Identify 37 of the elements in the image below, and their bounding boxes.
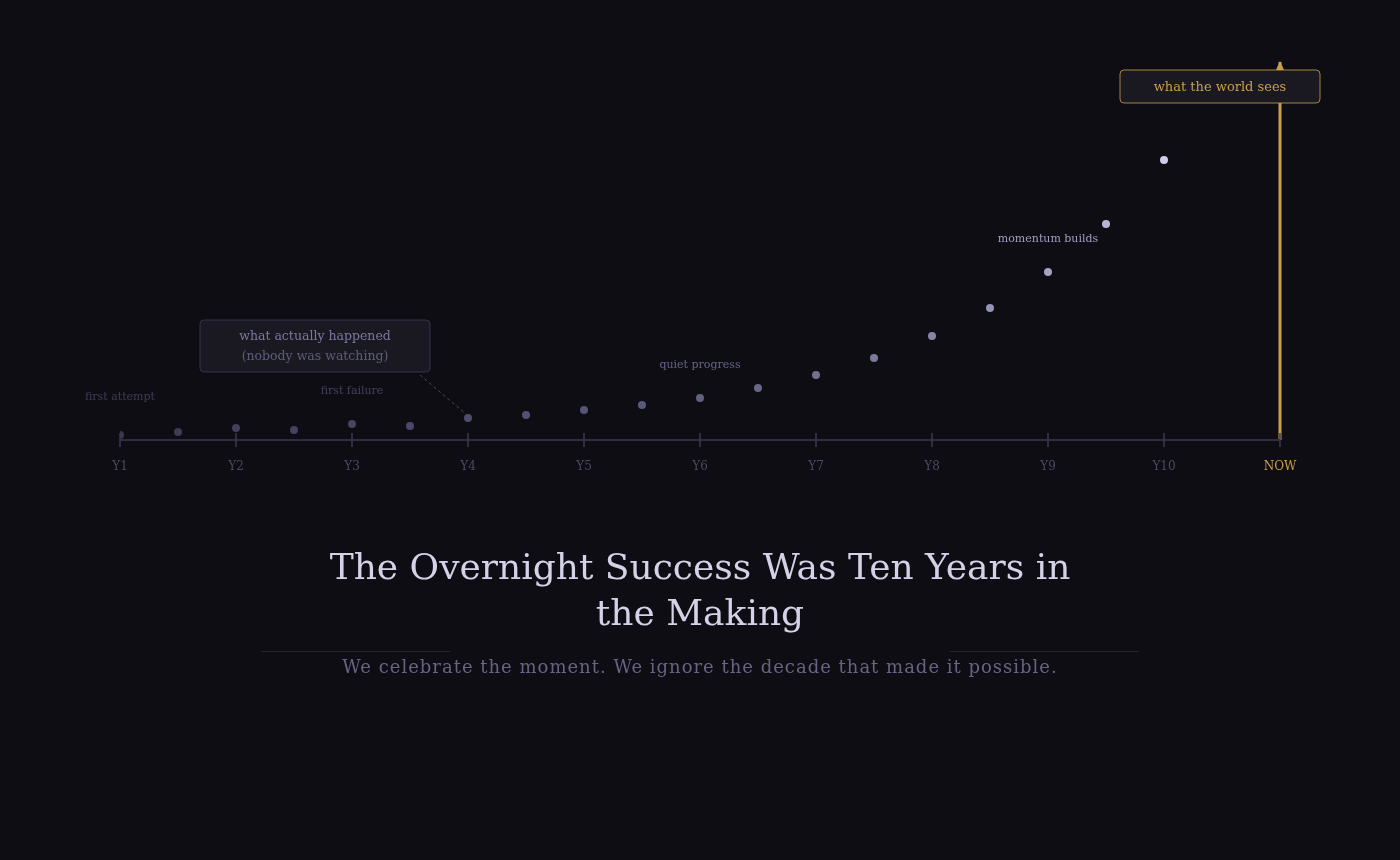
annotation: what actually happened (nobody was watching)	[239, 328, 391, 363]
point	[580, 406, 588, 415]
point	[754, 383, 762, 392]
point	[348, 420, 356, 429]
x-tick-label: Y6	[691, 459, 708, 473]
point	[232, 423, 240, 432]
x-tick-label: Y8	[923, 459, 940, 473]
point	[1044, 268, 1052, 276]
point	[464, 413, 472, 422]
x-tick-label: Y4	[459, 459, 477, 473]
x-tick-label: Y5	[575, 459, 592, 473]
ref-line-label: what the world sees	[1153, 79, 1287, 94]
x-tick-label: Y3	[343, 459, 360, 473]
text: The Overnight Success Was Ten Years in the Making	[328, 545, 1072, 635]
point	[174, 427, 182, 436]
annotation: first failure	[320, 384, 384, 397]
x-tick-label: Y1	[111, 459, 128, 473]
point	[1160, 156, 1168, 164]
point	[696, 394, 704, 402]
point	[928, 332, 936, 341]
point	[522, 411, 530, 420]
point	[638, 401, 646, 409]
text: We celebrate the moment. We ignore the decade that made it possible.	[341, 656, 1059, 677]
x-tick-label: Y9	[1039, 459, 1056, 473]
point	[812, 371, 820, 380]
x-tick-label: Y10	[1151, 459, 1176, 473]
point	[870, 353, 878, 362]
point	[1102, 220, 1110, 229]
annotation: quiet progress	[659, 358, 741, 371]
point	[986, 304, 994, 313]
annotation: first attempt	[85, 390, 156, 403]
x-tick-label: Y2	[227, 459, 244, 473]
point	[406, 422, 414, 430]
annotation: momentum builds	[997, 232, 1099, 245]
x-tick-label: Y7	[807, 459, 824, 473]
x-tick-label: NOW	[1263, 459, 1297, 473]
point	[290, 425, 298, 434]
